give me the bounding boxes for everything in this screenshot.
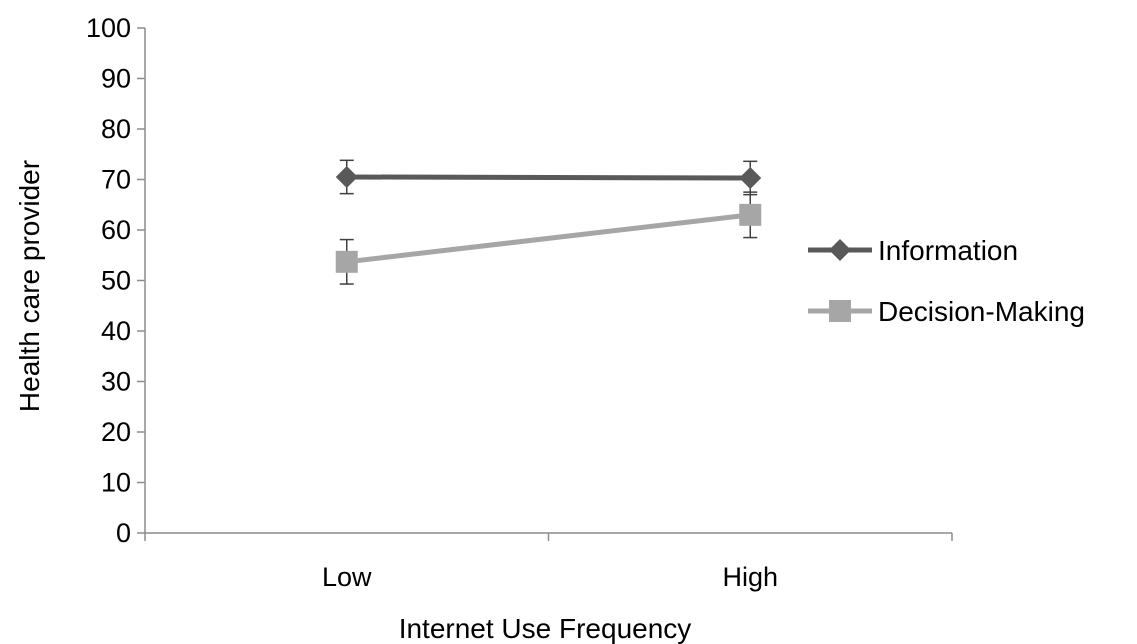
y-tick-label: 100	[86, 13, 131, 43]
y-tick-label: 60	[101, 215, 131, 245]
y-tick-label: 70	[101, 165, 131, 195]
x-axis: Low High	[144, 532, 953, 592]
series-information	[335, 159, 762, 196]
data-point	[739, 166, 762, 189]
legend-item: Information	[808, 235, 1018, 266]
series-layer	[335, 159, 762, 285]
data-point	[335, 165, 358, 188]
series-line	[346, 212, 751, 265]
data-point	[335, 250, 358, 273]
legend-marker	[829, 239, 851, 261]
x-tick-label: Low	[322, 562, 372, 592]
legend-label: Information	[878, 235, 1018, 266]
x-axis-title: Internet Use Frequency	[399, 613, 692, 644]
legend: Information Decision-Making	[808, 235, 1085, 327]
y-axis: 0 10 20 30 40 50 60 70 80 90 100	[86, 13, 146, 548]
y-tick-label: 80	[101, 114, 131, 144]
series-decision-making	[335, 191, 762, 285]
y-axis-title: Health care provider	[14, 160, 45, 412]
y-tick-label: 20	[101, 417, 131, 447]
legend-marker	[829, 300, 851, 322]
y-tick-label: 40	[101, 316, 131, 346]
legend-item: Decision-Making	[808, 296, 1085, 327]
legend-label: Decision-Making	[878, 296, 1085, 327]
y-tick-label: 0	[116, 518, 131, 548]
x-tick-label: High	[722, 562, 778, 592]
y-tick-label: 90	[101, 64, 131, 94]
y-tick-label: 30	[101, 367, 131, 397]
y-tick-label: 50	[101, 266, 131, 296]
y-tick-label: 10	[101, 468, 131, 498]
data-point	[739, 203, 762, 226]
series-line	[346, 174, 751, 181]
